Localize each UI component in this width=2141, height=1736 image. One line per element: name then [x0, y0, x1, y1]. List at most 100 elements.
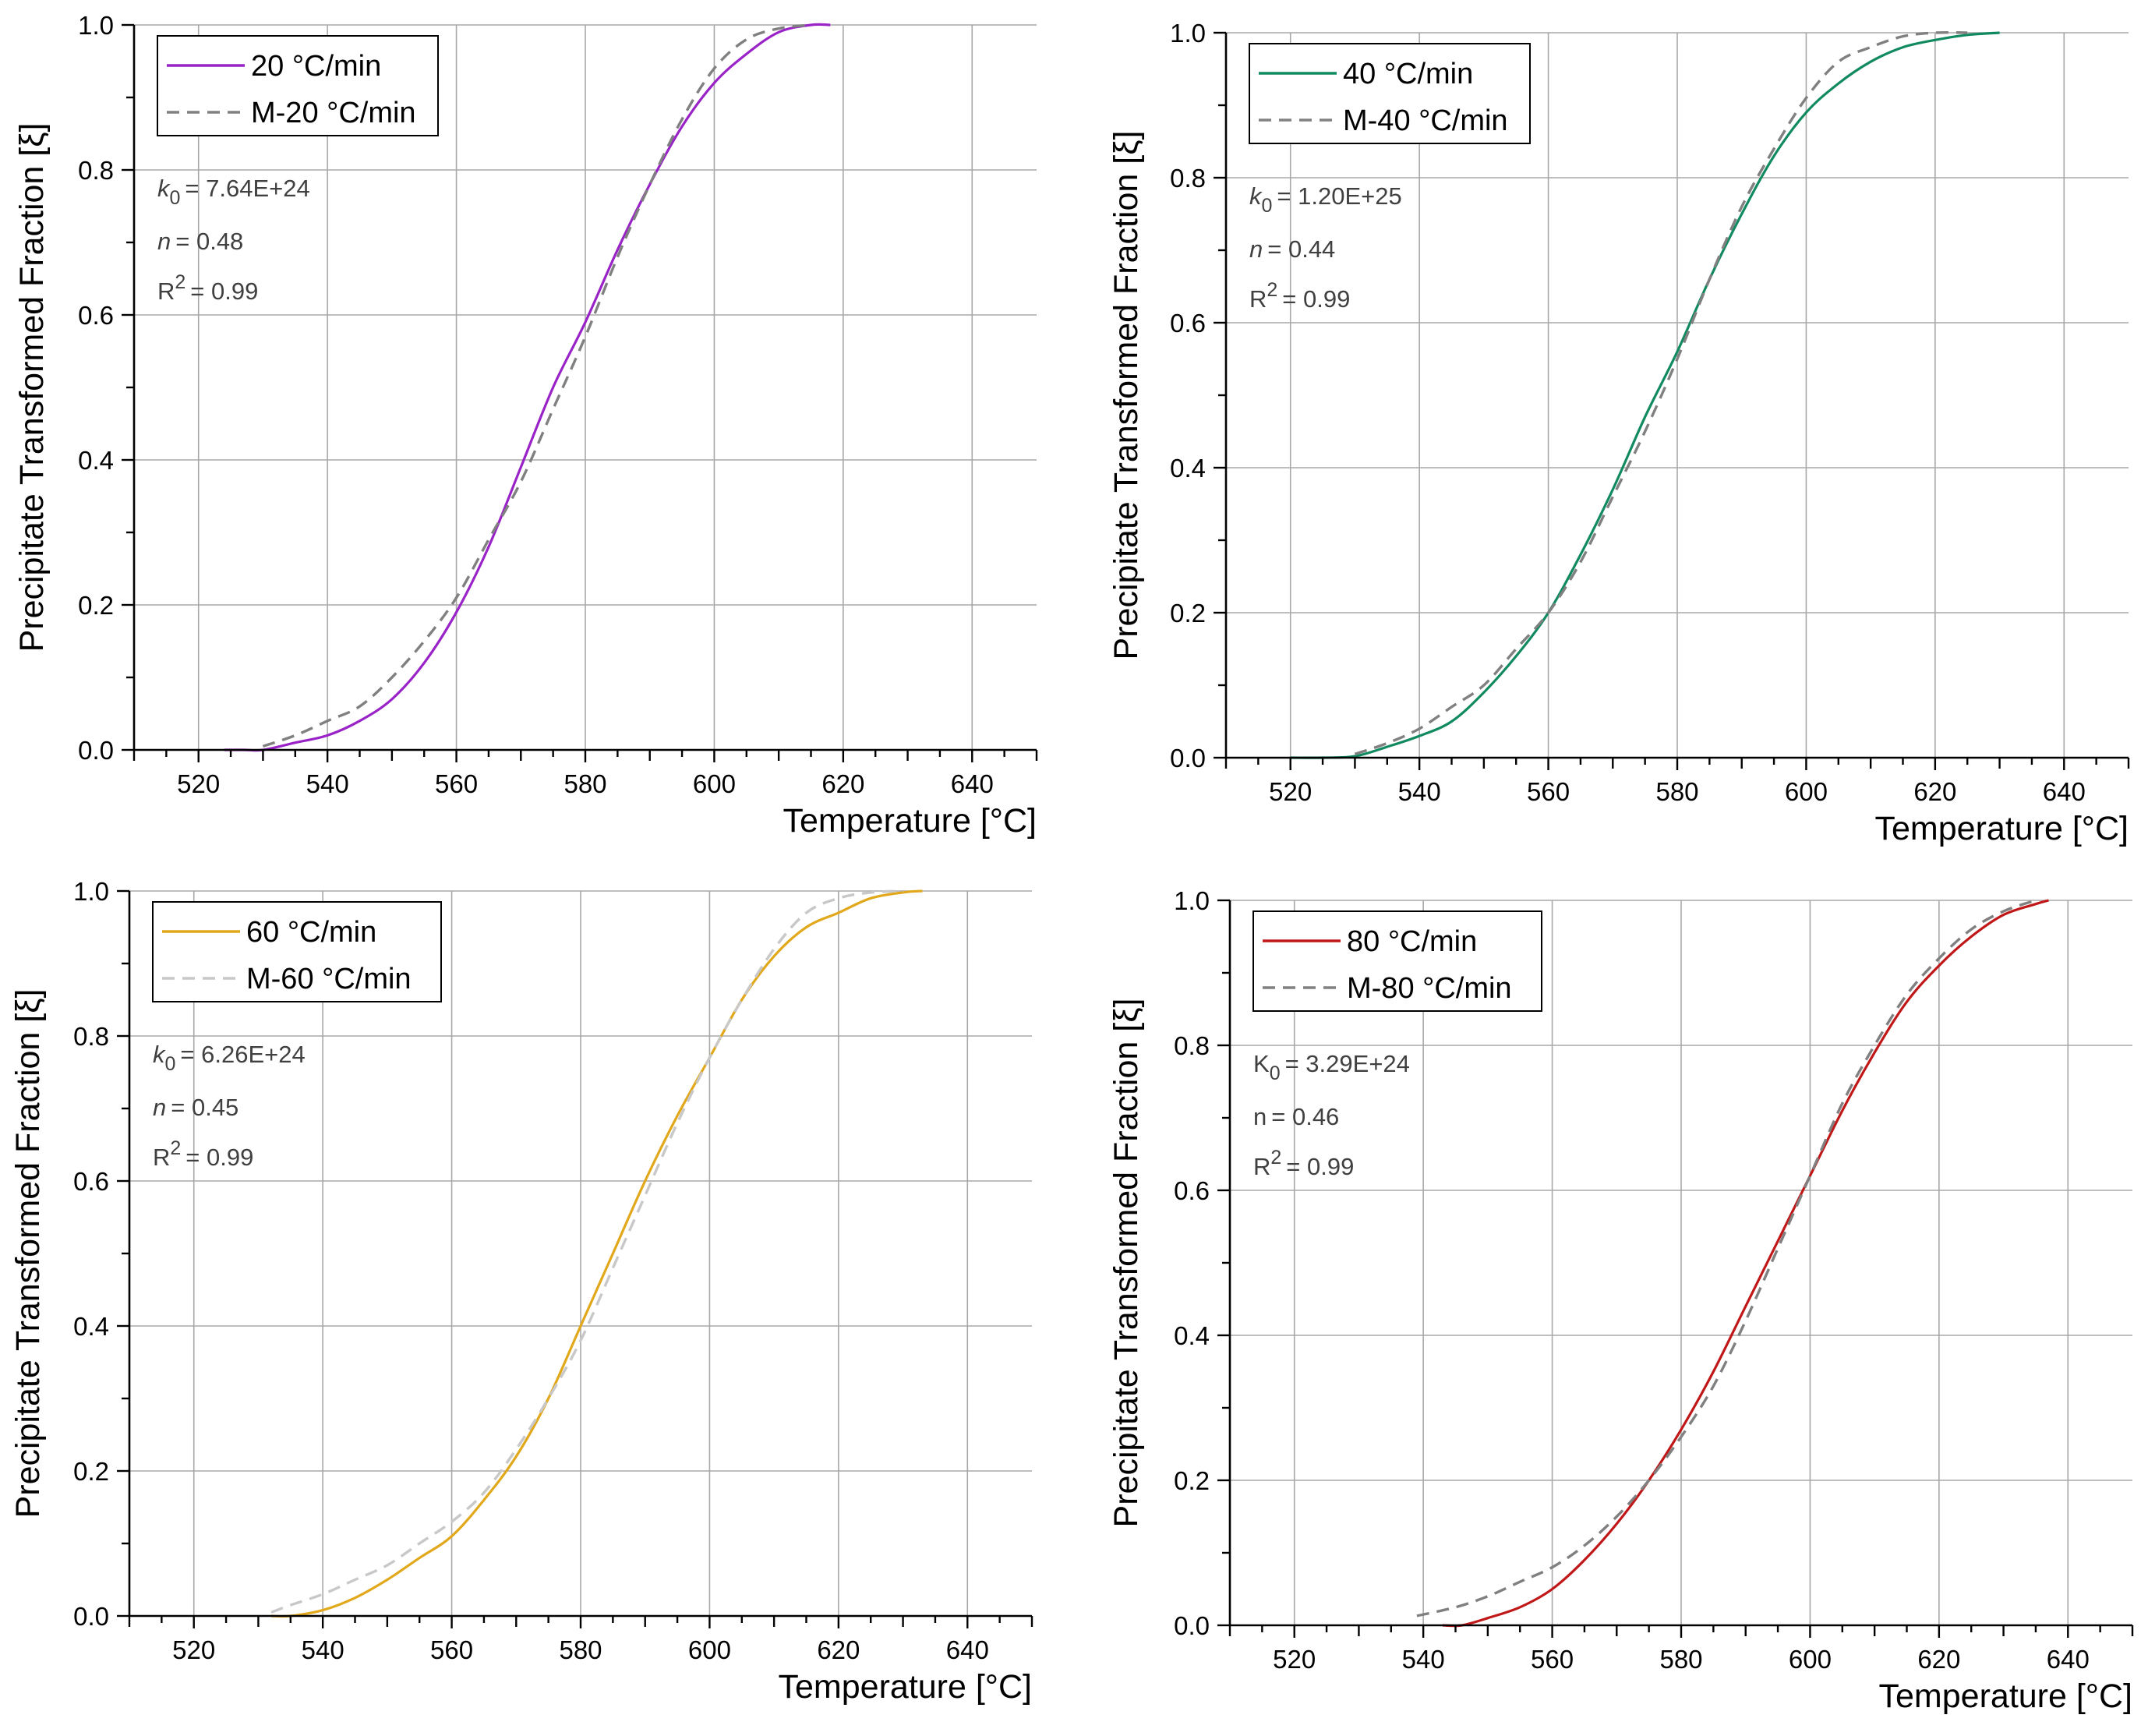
legend-label: 20 °C/min: [251, 50, 381, 83]
y-tick-label: 0.0: [73, 1602, 109, 1631]
x-tick-label: 540: [1398, 777, 1441, 806]
x-tick-label: 600: [1789, 1645, 1832, 1674]
x-tick-label: 540: [306, 769, 349, 798]
k0-annotation: k0 = 6.26E+24: [153, 1041, 306, 1075]
legend-label: 80 °C/min: [1347, 925, 1477, 958]
k0-annotation: k0 = 7.64E+24: [157, 175, 310, 209]
x-tick-label: 620: [821, 769, 864, 798]
y-tick-label: 0.0: [78, 736, 114, 765]
x-tick-label: 600: [688, 1635, 731, 1664]
chart-panel-1: 520 540 560 580 600 620 640 0.0 0.2 0.4 0.6 0.8 1.0 T…: [13, 11, 1038, 840]
series-line-measured: [1290, 31, 2000, 759]
x-tick-label: 540: [302, 1635, 344, 1664]
series-line-model: [270, 889, 903, 1614]
y-tick-label: 0.0: [1170, 744, 1206, 773]
y-tick-label: 0.8: [1170, 164, 1206, 193]
x-tick-label: 640: [2043, 777, 2086, 806]
chart-panel-2: 520 540 560 580 600 620 640 0.0 0.2 0.4 0.6 0.8 1.0 T…: [1108, 19, 2130, 847]
r2-annotation: R2 = 0.99: [153, 1137, 253, 1171]
x-tick-label: 640: [951, 769, 994, 798]
x-tick-label: 520: [1273, 1645, 1316, 1674]
x-tick-label: 520: [172, 1635, 215, 1664]
y-tick-label: 1.0: [1170, 19, 1206, 48]
r2-annotation: R2 = 0.99: [157, 271, 258, 305]
x-tick-label: 640: [946, 1635, 989, 1664]
x-tick-label: 600: [693, 769, 736, 798]
legend-box: [1252, 910, 1542, 1012]
x-tick-label: 580: [564, 769, 606, 798]
y-tick-label: 0.2: [73, 1457, 109, 1486]
x-axis-title: Temperature [°C]: [783, 802, 1037, 840]
y-tick-label: 0.4: [73, 1312, 109, 1341]
y-tick-label: 0.8: [73, 1022, 109, 1051]
y-tick-label: 1.0: [73, 877, 109, 906]
x-tick-label: 580: [1659, 1645, 1702, 1674]
legend-box: [157, 35, 439, 136]
y-tick-label: 0.8: [1174, 1031, 1210, 1060]
y-tick-label: 0.8: [78, 156, 114, 185]
fit-parameters: k0 = 1.20E+25 n = 0.44 R2 = 0.99: [1249, 182, 1402, 313]
series-line-measured: [1442, 899, 2049, 1628]
k0-annotation: K0 = 3.29E+24: [1253, 1050, 1410, 1084]
x-axis-title: Temperature [°C]: [779, 1668, 1032, 1706]
k0-annotation: k0 = 1.20E+25: [1249, 182, 1402, 217]
legend-label: M-20 °C/min: [251, 97, 416, 129]
legend-box: [152, 901, 442, 1002]
series-line-model: [262, 23, 811, 748]
y-tick-label: 0.2: [78, 591, 114, 620]
x-tick-label: 520: [177, 769, 220, 798]
x-tick-label: 560: [1531, 1645, 1574, 1674]
y-tick-label: 0.2: [1174, 1466, 1210, 1495]
x-tick-label: 600: [1785, 777, 1828, 806]
y-axis-title: Precipitate Transformed Fraction [ξ]: [1108, 131, 1145, 660]
legend: 60 °C/min M-60 °C/min: [152, 901, 442, 1002]
legend-label: M-80 °C/min: [1347, 972, 1512, 1005]
x-tick-label: 620: [1913, 777, 1956, 806]
legend-label: M-40 °C/min: [1343, 104, 1508, 137]
y-tick-label: 0.6: [73, 1167, 109, 1196]
fit-parameters: K0 = 3.29E+24 n = 0.46 R2 = 0.99: [1253, 1050, 1410, 1180]
series-line-model: [1354, 30, 1968, 756]
n-annotation: n = 0.44: [1249, 235, 1335, 263]
legend-label: 40 °C/min: [1343, 58, 1473, 90]
x-axis-title: Temperature [°C]: [1879, 1678, 2132, 1715]
legend: 80 °C/min M-80 °C/min: [1252, 910, 1542, 1012]
x-tick-label: 560: [1527, 777, 1570, 806]
r2-annotation: R2 = 0.99: [1249, 279, 1350, 313]
y-tick-label: 0.4: [78, 446, 114, 475]
x-tick-label: 640: [2047, 1645, 2090, 1674]
y-tick-label: 0.6: [78, 301, 114, 330]
fit-parameters: k0 = 6.26E+24 n = 0.45 R2 = 0.99: [153, 1041, 306, 1171]
y-tick-label: 0.4: [1174, 1321, 1210, 1350]
series-line-measured: [224, 23, 831, 752]
y-tick-label: 0.6: [1174, 1176, 1210, 1205]
chart-panel-3: 520 540 560 580 600 620 640 0.0 0.2 0.4 0.6 0.8 1.0 T…: [9, 877, 1033, 1706]
series-line-model: [1416, 899, 2037, 1618]
y-tick-label: 0.6: [1170, 309, 1206, 338]
r2-annotation: R2 = 0.99: [1253, 1147, 1354, 1180]
legend-label: M-60 °C/min: [246, 963, 412, 995]
x-tick-label: 620: [1917, 1645, 1960, 1674]
n-annotation: n = 0.46: [1253, 1103, 1339, 1130]
x-tick-label: 540: [1402, 1645, 1445, 1674]
legend-box: [1249, 43, 1531, 144]
fit-parameters: k0 = 7.64E+24 n = 0.48 R2 = 0.99: [157, 175, 310, 305]
n-annotation: n = 0.45: [153, 1094, 238, 1121]
legend: 20 °C/min M-20 °C/min: [157, 35, 439, 136]
series-line-measured: [270, 889, 923, 1618]
x-tick-label: 580: [559, 1635, 602, 1664]
x-tick-label: 560: [435, 769, 478, 798]
legend: 40 °C/min M-40 °C/min: [1249, 43, 1531, 144]
n-annotation: n = 0.48: [157, 228, 243, 255]
x-tick-label: 560: [430, 1635, 473, 1664]
y-axis-title: Precipitate Transformed Fraction [ξ]: [1108, 999, 1145, 1528]
y-tick-label: 0.0: [1174, 1611, 1210, 1640]
y-tick-label: 1.0: [78, 11, 114, 40]
y-tick-label: 0.4: [1170, 454, 1206, 483]
x-tick-label: 580: [1655, 777, 1698, 806]
y-axis-title: Precipitate Transformed Fraction [ξ]: [9, 989, 47, 1519]
x-axis-title: Temperature [°C]: [1875, 810, 2129, 847]
chart-panel-4: 520 540 560 580 600 620 640 0.0 0.2 0.4 0.6 0.8 1.0 T…: [1108, 886, 2134, 1715]
y-tick-label: 0.2: [1170, 599, 1206, 628]
